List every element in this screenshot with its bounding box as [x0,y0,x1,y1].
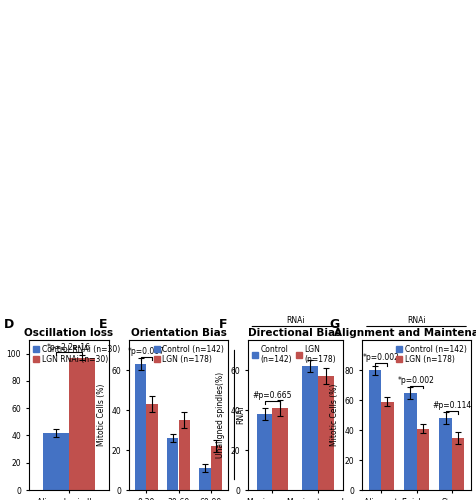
Bar [302,366,318,490]
Bar [381,402,394,490]
Title: Directional Bias: Directional Bias [248,328,342,338]
Text: E: E [99,318,107,330]
Bar [257,414,272,490]
Bar [199,468,211,490]
Legend: Control
(n=142), LGN
(n=178): Control (n=142), LGN (n=178) [251,344,337,364]
Bar [135,364,146,490]
Y-axis label: Unaligned spindles(%): Unaligned spindles(%) [216,372,225,458]
Title: Alignment and Maintenance: Alignment and Maintenance [334,328,476,338]
Bar [318,376,334,490]
Text: RNAi: RNAi [286,316,305,325]
Text: G: G [329,318,339,330]
Text: RNAi: RNAi [237,406,246,424]
Y-axis label: Mitotic Cells (%): Mitotic Cells (%) [0,384,1,446]
Text: #p=0.665: #p=0.665 [253,391,292,400]
Y-axis label: Mitotic Cells (%): Mitotic Cells (%) [330,384,339,446]
Bar [69,358,95,490]
Bar [211,446,222,490]
Legend: Control RNAi (n=30), LGN RNAi (n=30): Control RNAi (n=30), LGN RNAi (n=30) [32,344,120,364]
Legend: Control (n=142), LGN (n=178): Control (n=142), LGN (n=178) [396,344,467,364]
Text: *p=0.002: *p=0.002 [398,376,435,385]
Bar [452,438,464,490]
Y-axis label: Mitotic Cells (%): Mitotic Cells (%) [97,384,106,446]
Bar [439,418,452,490]
Title: Orientation Bias: Orientation Bias [130,328,227,338]
Bar [146,404,158,490]
Bar [404,392,416,490]
Text: F: F [219,318,228,330]
Bar [369,370,381,490]
Bar [272,408,288,490]
Bar [178,420,190,490]
Bar [416,428,429,490]
Text: *p=2.2e-16: *p=2.2e-16 [47,342,91,351]
Text: RNAi: RNAi [407,316,426,325]
Bar [167,438,178,490]
Text: *p=0.007: *p=0.007 [128,347,165,356]
Legend: Control (n=142), LGN (n=178): Control (n=142), LGN (n=178) [153,344,225,364]
Title: Oscillation loss: Oscillation loss [24,328,114,338]
Text: D: D [4,318,15,330]
Bar [43,432,69,490]
Text: #p=0.114: #p=0.114 [432,402,471,410]
Text: *p=0.002: *p=0.002 [363,354,400,362]
